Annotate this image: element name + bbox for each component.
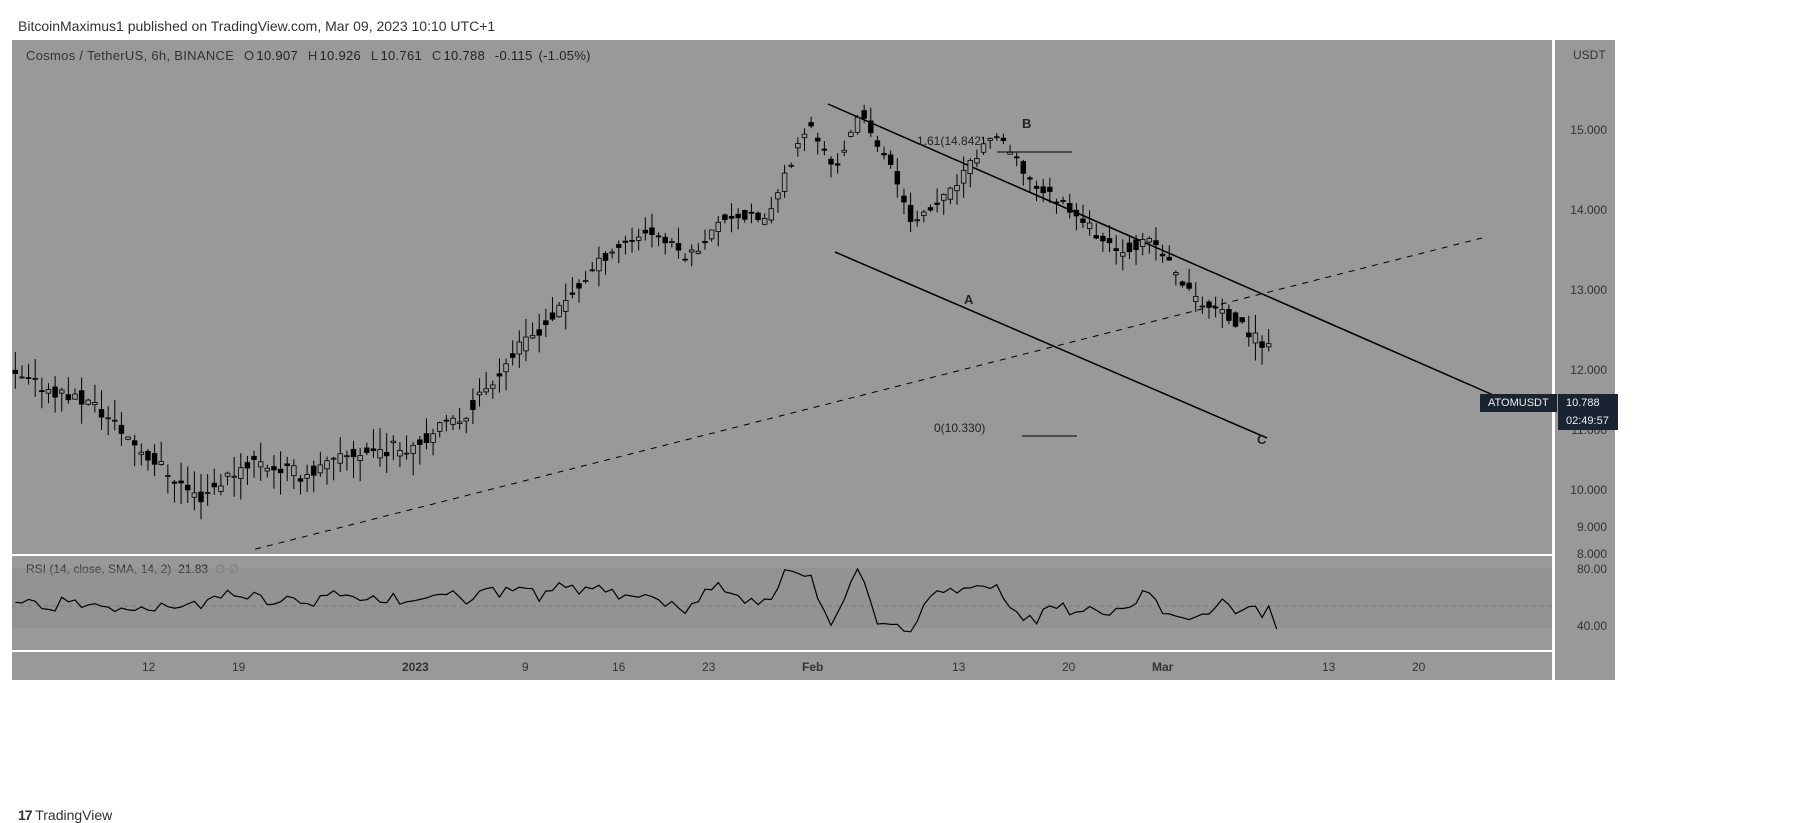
price-axis-label: USDT [1573,48,1606,62]
tradingview-icon: 17 [18,807,32,823]
time-axis: 12 19 2023 9 16 23 Feb 13 20 Mar 13 20 [12,650,1552,680]
rsi-chart[interactable]: RSI (14, close, SMA, 14, 2) 21.83 ∅ ∅ [12,554,1552,644]
price-tick: 13.000 [1570,283,1607,297]
main-chart-svg: 1.61(14.842) 0(10.330) A B C [12,40,1552,550]
price-tick: 15.000 [1570,123,1607,137]
price-axis: USDT 15.00014.00013.00012.00011.00010.00… [1555,40,1615,680]
price-tick: 10.000 [1570,483,1607,497]
time-tick: Feb [802,660,823,674]
time-tick: 16 [612,660,625,674]
publish-info: BitcoinMaximus1 published on TradingView… [18,18,495,34]
time-tick: 23 [702,660,715,674]
countdown-tag: 02:49:57 [1558,412,1618,430]
svg-text:1.61(14.842): 1.61(14.842) [917,134,985,148]
time-tick: 9 [522,660,529,674]
svg-text:0(10.330): 0(10.330) [934,421,985,435]
price-tick: 14.000 [1570,203,1607,217]
time-tick: 19 [232,660,245,674]
tradingview-brand: TradingView [35,807,112,823]
tradingview-logo: 17 TradingView [18,807,112,823]
time-tick: 2023 [402,660,429,674]
rsi-chart-svg [12,556,1552,646]
time-tick: 20 [1062,660,1075,674]
time-tick: 12 [142,660,155,674]
price-tick: 12.000 [1570,363,1607,377]
price-tag: 10.788 [1558,394,1618,412]
main-price-chart[interactable]: Cosmos / TetherUS, 6h, BINANCE O10.907 H… [12,40,1552,550]
price-tick: 9.000 [1577,520,1607,534]
time-tick: 13 [952,660,965,674]
time-tick: Mar [1152,660,1173,674]
chart-container[interactable]: Cosmos / TetherUS, 6h, BINANCE O10.907 H… [12,40,1552,680]
price-tick: 8.000 [1577,547,1607,561]
svg-text:A: A [964,292,974,307]
time-tick: 20 [1412,660,1425,674]
svg-text:B: B [1022,116,1031,131]
rsi-tick: 80.00 [1577,562,1607,576]
svg-text:C: C [1257,432,1267,447]
symbol-tag: ATOMUSDT [1480,394,1557,412]
time-tick: 13 [1322,660,1335,674]
rsi-tick: 40.00 [1577,619,1607,633]
